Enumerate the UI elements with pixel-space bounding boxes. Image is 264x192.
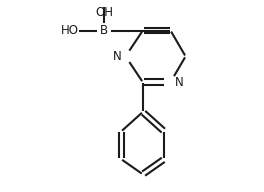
Text: HO: HO [60, 24, 78, 37]
Text: OH: OH [95, 6, 113, 19]
Text: N: N [113, 50, 122, 63]
Text: N: N [175, 76, 183, 89]
Text: B: B [100, 24, 108, 37]
